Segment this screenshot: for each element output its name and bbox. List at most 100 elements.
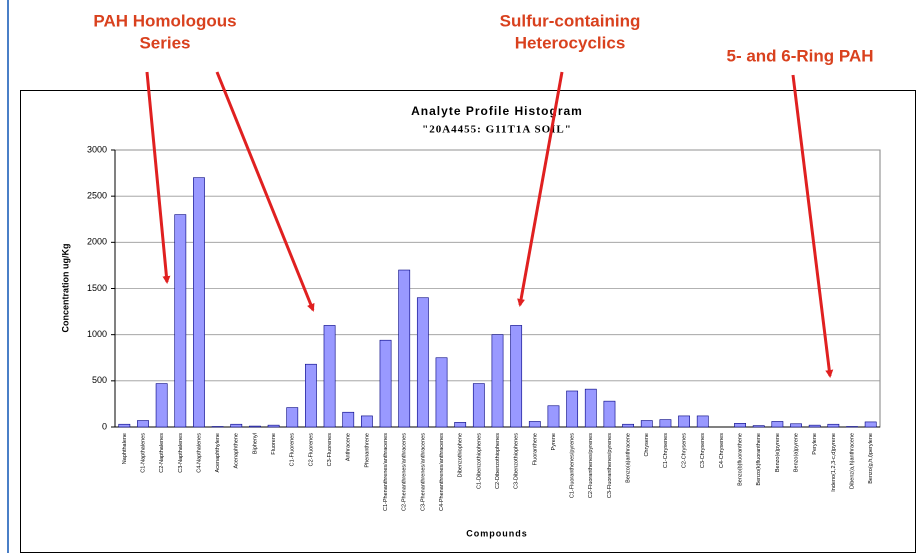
arrow (215, 71, 315, 312)
x-tick-label: Benzo(a)pyrene (793, 433, 799, 472)
x-tick-label: Dibenzothiophene (458, 433, 464, 477)
x-tick-label: C1-Chrysenes (663, 433, 669, 468)
chart-title: Analyte Profile Histogram (411, 104, 583, 118)
x-tick-label: C3-Fluorenes (327, 433, 333, 467)
x-axis-label: Compounds (466, 528, 528, 538)
bar (174, 214, 187, 428)
x-tick-label: Fluorene (271, 433, 277, 455)
bar (696, 415, 709, 428)
x-tick-label: C2-Fluoranthenes/pyrenes (588, 433, 594, 498)
bar (491, 334, 504, 428)
x-tick-label: Fluoranthene (532, 433, 538, 465)
y-axis-label: Concentration ug/Kg (60, 244, 70, 333)
x-tick-label: Acenaphthene (234, 433, 240, 468)
y-tick-label: 2500 (87, 191, 107, 201)
x-tick-label: C3-Phenanthrenes/anthracenes (420, 433, 426, 511)
x-tick-label: C4-Phenanthrenes/anthracenes (439, 433, 445, 511)
x-tick-label: C4-Chrysenes (719, 433, 725, 468)
bar (864, 421, 877, 428)
bar (622, 423, 635, 428)
bar (342, 411, 355, 428)
x-tick-label: Benzo(b)fluoranthene (738, 433, 744, 486)
x-tick-label: C1-Fluoranthenes/pyrenes (570, 433, 576, 498)
annotation: Series (139, 33, 190, 52)
arrow (791, 74, 834, 378)
bar (155, 383, 168, 428)
x-tick-label: Benzo(g,h,i)perylene (868, 433, 874, 484)
bar (528, 421, 541, 428)
bar (230, 423, 243, 428)
x-tick-label: Chrysene (644, 433, 650, 457)
bar (472, 383, 485, 428)
x-tick-label: C1-Dibenzothiophenes (476, 433, 482, 489)
bar (118, 423, 131, 428)
y-tick-label: 1000 (87, 329, 107, 339)
y-tick-label: 500 (92, 375, 107, 385)
annotation: 5- and 6-Ring PAH (726, 46, 873, 65)
x-tick-label: Benzo(a)anthracene (626, 433, 632, 483)
x-tick-label: Benzo(k)fluoranthene (756, 433, 762, 486)
x-tick-label: C3-Dibenzothiophenes (514, 433, 520, 489)
x-tick-label: Dibenz(a,h)anthracene (849, 433, 855, 489)
x-tick-label: C2-Napthalenes (159, 433, 165, 473)
x-tick-label: C2-Chrysenes (682, 433, 688, 468)
bar (305, 363, 317, 428)
bar (771, 421, 784, 428)
bar (640, 420, 653, 428)
y-tick-label: 0 (102, 421, 107, 431)
x-tick-label: Indeno(1,2,3-c,d)pyrene (831, 433, 837, 492)
bar (416, 297, 429, 428)
x-tick-label: C2-Phenanthrenes/anthracenes (402, 433, 408, 511)
bar (360, 415, 373, 428)
bar (827, 423, 840, 428)
x-tick-label: C3-Chrysenes (700, 433, 706, 468)
bar (659, 419, 672, 428)
x-tick-label: Anthracene (346, 433, 352, 461)
arrow (145, 71, 171, 284)
annotations: PAH Homologous Series Sulfur-containing … (93, 11, 873, 65)
x-tick-label: C3-Fluoranthenes/pyrenes (607, 433, 613, 498)
bar (678, 415, 690, 428)
x-tick-label: C3-Napthalenes (178, 433, 184, 473)
bar (249, 425, 261, 428)
x-tick-label: Perylene (812, 433, 818, 455)
x-tick-label: Acenaphthylene (215, 433, 221, 472)
bar (137, 420, 149, 428)
y-tick-label: 3000 (87, 144, 107, 154)
annotation: Heterocyclics (515, 33, 626, 52)
annotation: PAH Homologous (93, 11, 236, 30)
bar (286, 407, 299, 428)
x-tick-label: Naphthalene (122, 433, 128, 464)
x-tick-label: C1-Fluorenes (290, 433, 296, 467)
bar (323, 325, 336, 428)
x-tick-label: C2-Fluorenes (308, 433, 314, 467)
chart-subtitle: "20A4455: G11T1A SOIL" (422, 124, 572, 136)
bar (566, 390, 579, 428)
x-tick-label: C1-Phenanthrenes/anthracenes (383, 433, 389, 511)
y-tick-label: 2000 (87, 237, 107, 247)
bar (752, 425, 765, 428)
bar (510, 325, 523, 428)
x-tick-label: C1-Napthalenes (140, 433, 146, 473)
bar (379, 339, 392, 428)
x-tick-label: Pyrene (551, 433, 557, 450)
x-tick-label: Biphenyl (252, 433, 258, 454)
bar (398, 269, 411, 428)
y-tick-label: 1500 (87, 283, 107, 293)
bar (734, 423, 746, 428)
bar (584, 388, 597, 428)
bar (790, 423, 802, 428)
x-tick-label: Phenanthrene (364, 433, 370, 468)
bar (603, 400, 616, 428)
x-tick-label: C4-Napthalenes (196, 433, 202, 473)
bar (435, 357, 448, 428)
bar (193, 177, 205, 428)
bar (454, 422, 467, 428)
x-tick-label: C2-Dibenzothiophenes (495, 433, 501, 489)
bar (267, 424, 280, 428)
bar (547, 405, 560, 428)
annotation: Sulfur-containing (500, 11, 641, 30)
x-tick-label: Benzo(e)pyrene (775, 433, 781, 472)
arrow (517, 71, 564, 307)
